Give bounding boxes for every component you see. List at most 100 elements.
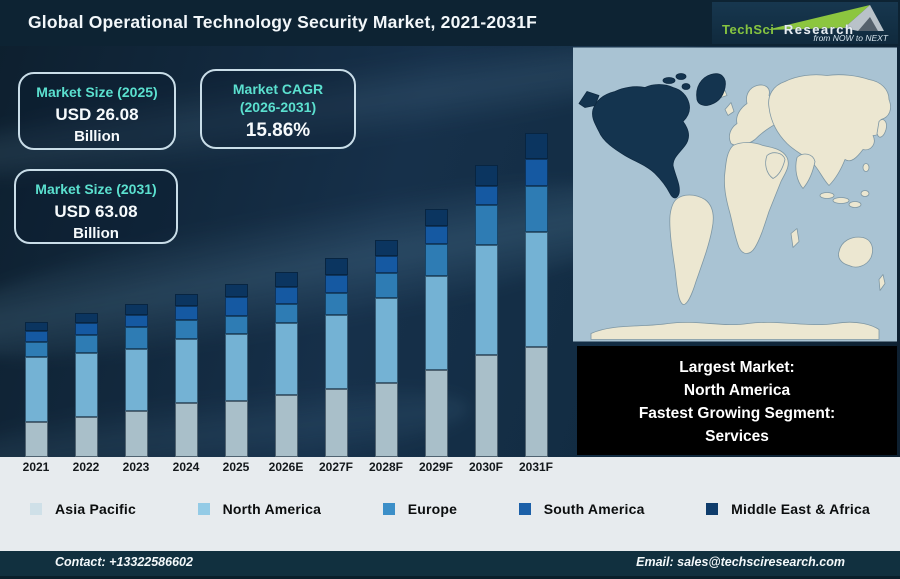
bar-segment xyxy=(374,383,398,457)
world-map xyxy=(573,46,897,343)
bar-segment xyxy=(24,331,48,342)
bar-segment xyxy=(224,284,248,297)
callout-value: 15.86% xyxy=(245,120,311,141)
bar-segment xyxy=(424,276,448,370)
bar-segment xyxy=(224,401,248,457)
logo-tagline: from NOW to NEXT xyxy=(813,33,888,43)
bar-2030F xyxy=(461,165,511,457)
bar-segment xyxy=(124,315,148,327)
callout-title: (2026-2031) xyxy=(239,99,317,115)
legend-swatch xyxy=(518,503,531,515)
bar-segment xyxy=(274,272,298,287)
footer-contact: Contact: +13322586602 xyxy=(55,555,193,569)
bar-segment xyxy=(24,422,48,457)
legend-swatch xyxy=(30,503,42,515)
callout-unit: Billion xyxy=(73,225,119,242)
footer-bar: Contact: +13322586602 Email: sales@techs… xyxy=(0,551,900,579)
footer-email: Email: sales@techsciresearch.com xyxy=(636,555,845,569)
bar-segment xyxy=(74,313,98,323)
bar-segment xyxy=(74,353,98,417)
bar-2028F xyxy=(361,240,411,457)
bar-segment xyxy=(174,403,198,457)
logo-brand-secondary: Research xyxy=(783,22,855,37)
bar-segment xyxy=(24,322,48,331)
x-axis-label: 2027F xyxy=(318,460,354,474)
bar-segment xyxy=(24,342,48,357)
legend-item: Asia Pacific xyxy=(30,501,136,517)
bar-2029F xyxy=(411,209,461,457)
bar-segment xyxy=(424,226,448,244)
bar-2021 xyxy=(11,322,61,457)
bar-segment xyxy=(374,273,398,298)
bar-segment xyxy=(374,240,398,256)
bar-segment xyxy=(524,347,548,457)
map-madagascar xyxy=(790,228,800,248)
map-arctic-island-highlight xyxy=(675,73,687,80)
bar-segment xyxy=(374,298,398,383)
legend-label: Europe xyxy=(407,501,458,517)
bar-segment xyxy=(324,275,348,293)
legend-label: Middle East & Africa xyxy=(731,501,870,517)
header-bar: Global Operational Technology Security M… xyxy=(0,0,900,46)
legend-item: South America xyxy=(518,501,645,517)
bar-segment xyxy=(274,287,298,304)
map-north-america-highlight xyxy=(592,84,690,199)
x-axis-label: 2029F xyxy=(418,460,454,474)
map-island xyxy=(819,192,835,199)
map-antarctica xyxy=(590,321,880,340)
map-greenland-highlight xyxy=(696,73,726,106)
market-info-box: Largest Market: North America Fastest Gr… xyxy=(577,346,897,455)
legend-item: North America xyxy=(197,501,322,517)
bar-segment xyxy=(124,349,148,411)
bar-segment xyxy=(374,256,398,273)
map-india xyxy=(795,153,816,189)
bar-segment xyxy=(474,165,498,186)
bar-segment xyxy=(474,355,498,457)
bar-2026E xyxy=(261,272,311,457)
x-axis-label: 2025 xyxy=(222,460,250,474)
bar-segment xyxy=(424,209,448,226)
callout-unit: Billion xyxy=(74,128,120,145)
info-line: Largest Market: xyxy=(679,359,795,376)
legend-label: Asia Pacific xyxy=(55,501,136,517)
callout-value: USD 26.08 xyxy=(55,105,139,124)
bar-segment xyxy=(224,334,248,401)
bar-segment xyxy=(124,327,148,349)
bar-segment xyxy=(74,417,98,457)
bar-segment xyxy=(74,335,98,353)
logo-brand-primary: TechSci xyxy=(722,22,775,37)
x-axis-label: 2023 xyxy=(122,460,150,474)
callout-market-size-2031: Market Size (2031) USD 63.08 Billion xyxy=(14,169,178,244)
callout-title: Market Size (2025) xyxy=(36,84,158,100)
bar-segment xyxy=(124,304,148,315)
map-alaska-highlight xyxy=(578,91,600,108)
bottom-band xyxy=(0,457,900,551)
bar-2025 xyxy=(211,284,261,457)
bar-segment xyxy=(524,186,548,232)
map-arctic-island-highlight xyxy=(662,77,676,84)
bar-segment xyxy=(274,304,298,323)
bar-2027F xyxy=(311,258,361,457)
bar-segment xyxy=(324,315,348,389)
callout-market-size-2025: Market Size (2025) USD 26.08 Billion xyxy=(18,72,176,150)
bar-segment xyxy=(324,389,348,457)
map-island xyxy=(860,190,870,197)
legend-swatch xyxy=(197,503,210,515)
map-australia xyxy=(838,236,873,268)
x-axis-label: 2026E xyxy=(268,460,304,474)
bar-segment xyxy=(524,232,548,347)
bar-segment xyxy=(224,297,248,316)
legend-label: South America xyxy=(543,501,645,517)
x-axis-label: 2028F xyxy=(368,460,404,474)
bar-2024 xyxy=(161,294,211,457)
bar-segment xyxy=(524,133,548,159)
map-new-zealand xyxy=(878,274,886,291)
bar-segment xyxy=(24,357,48,422)
techsci-logo: TechSci Research from NOW to NEXT xyxy=(712,2,898,44)
x-axis-label: 2031F xyxy=(518,460,554,474)
bar-segment xyxy=(474,205,498,245)
map-island xyxy=(848,201,862,208)
legend-swatch xyxy=(382,503,395,515)
x-axis-label: 2021 xyxy=(22,460,50,474)
bar-segment xyxy=(224,316,248,334)
